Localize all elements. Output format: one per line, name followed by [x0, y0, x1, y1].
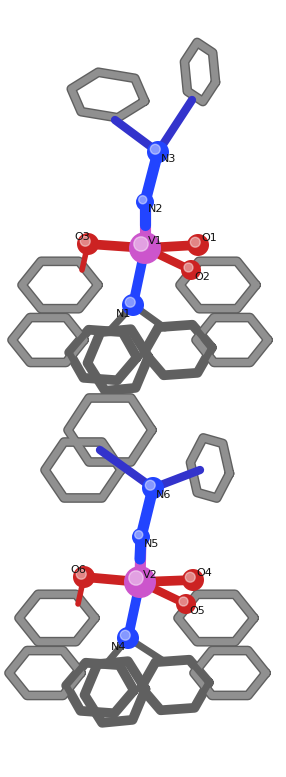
Circle shape: [76, 570, 86, 579]
Text: O6: O6: [70, 565, 86, 575]
Circle shape: [125, 298, 135, 307]
Text: O5: O5: [189, 606, 205, 616]
Circle shape: [182, 569, 204, 591]
Circle shape: [132, 528, 150, 546]
Text: N2: N2: [148, 204, 164, 214]
Text: O1: O1: [201, 233, 217, 243]
Circle shape: [147, 141, 169, 163]
Circle shape: [145, 480, 155, 490]
Circle shape: [124, 566, 156, 598]
Circle shape: [129, 232, 161, 264]
Circle shape: [120, 630, 130, 640]
Text: O3: O3: [74, 232, 90, 242]
Text: V1: V1: [148, 236, 163, 246]
Text: N5: N5: [144, 539, 159, 549]
Circle shape: [77, 233, 99, 255]
Circle shape: [80, 236, 90, 246]
Text: O2: O2: [194, 272, 210, 282]
Text: N1: N1: [116, 309, 131, 319]
Circle shape: [135, 531, 143, 538]
Circle shape: [176, 594, 196, 614]
Circle shape: [181, 260, 201, 280]
Text: N6: N6: [156, 490, 171, 500]
Text: V2: V2: [143, 570, 158, 580]
Text: N4: N4: [110, 642, 126, 652]
Circle shape: [136, 193, 154, 211]
Circle shape: [187, 234, 209, 256]
Circle shape: [134, 237, 148, 251]
Circle shape: [150, 145, 160, 154]
Circle shape: [139, 196, 147, 204]
Circle shape: [185, 573, 195, 582]
Circle shape: [129, 571, 143, 585]
Circle shape: [179, 597, 188, 606]
Circle shape: [142, 477, 164, 499]
Circle shape: [73, 566, 95, 588]
Circle shape: [117, 627, 139, 649]
Text: N3: N3: [161, 154, 176, 164]
Circle shape: [190, 237, 200, 247]
Text: O4: O4: [196, 568, 212, 578]
Circle shape: [122, 294, 144, 316]
Circle shape: [184, 263, 193, 272]
